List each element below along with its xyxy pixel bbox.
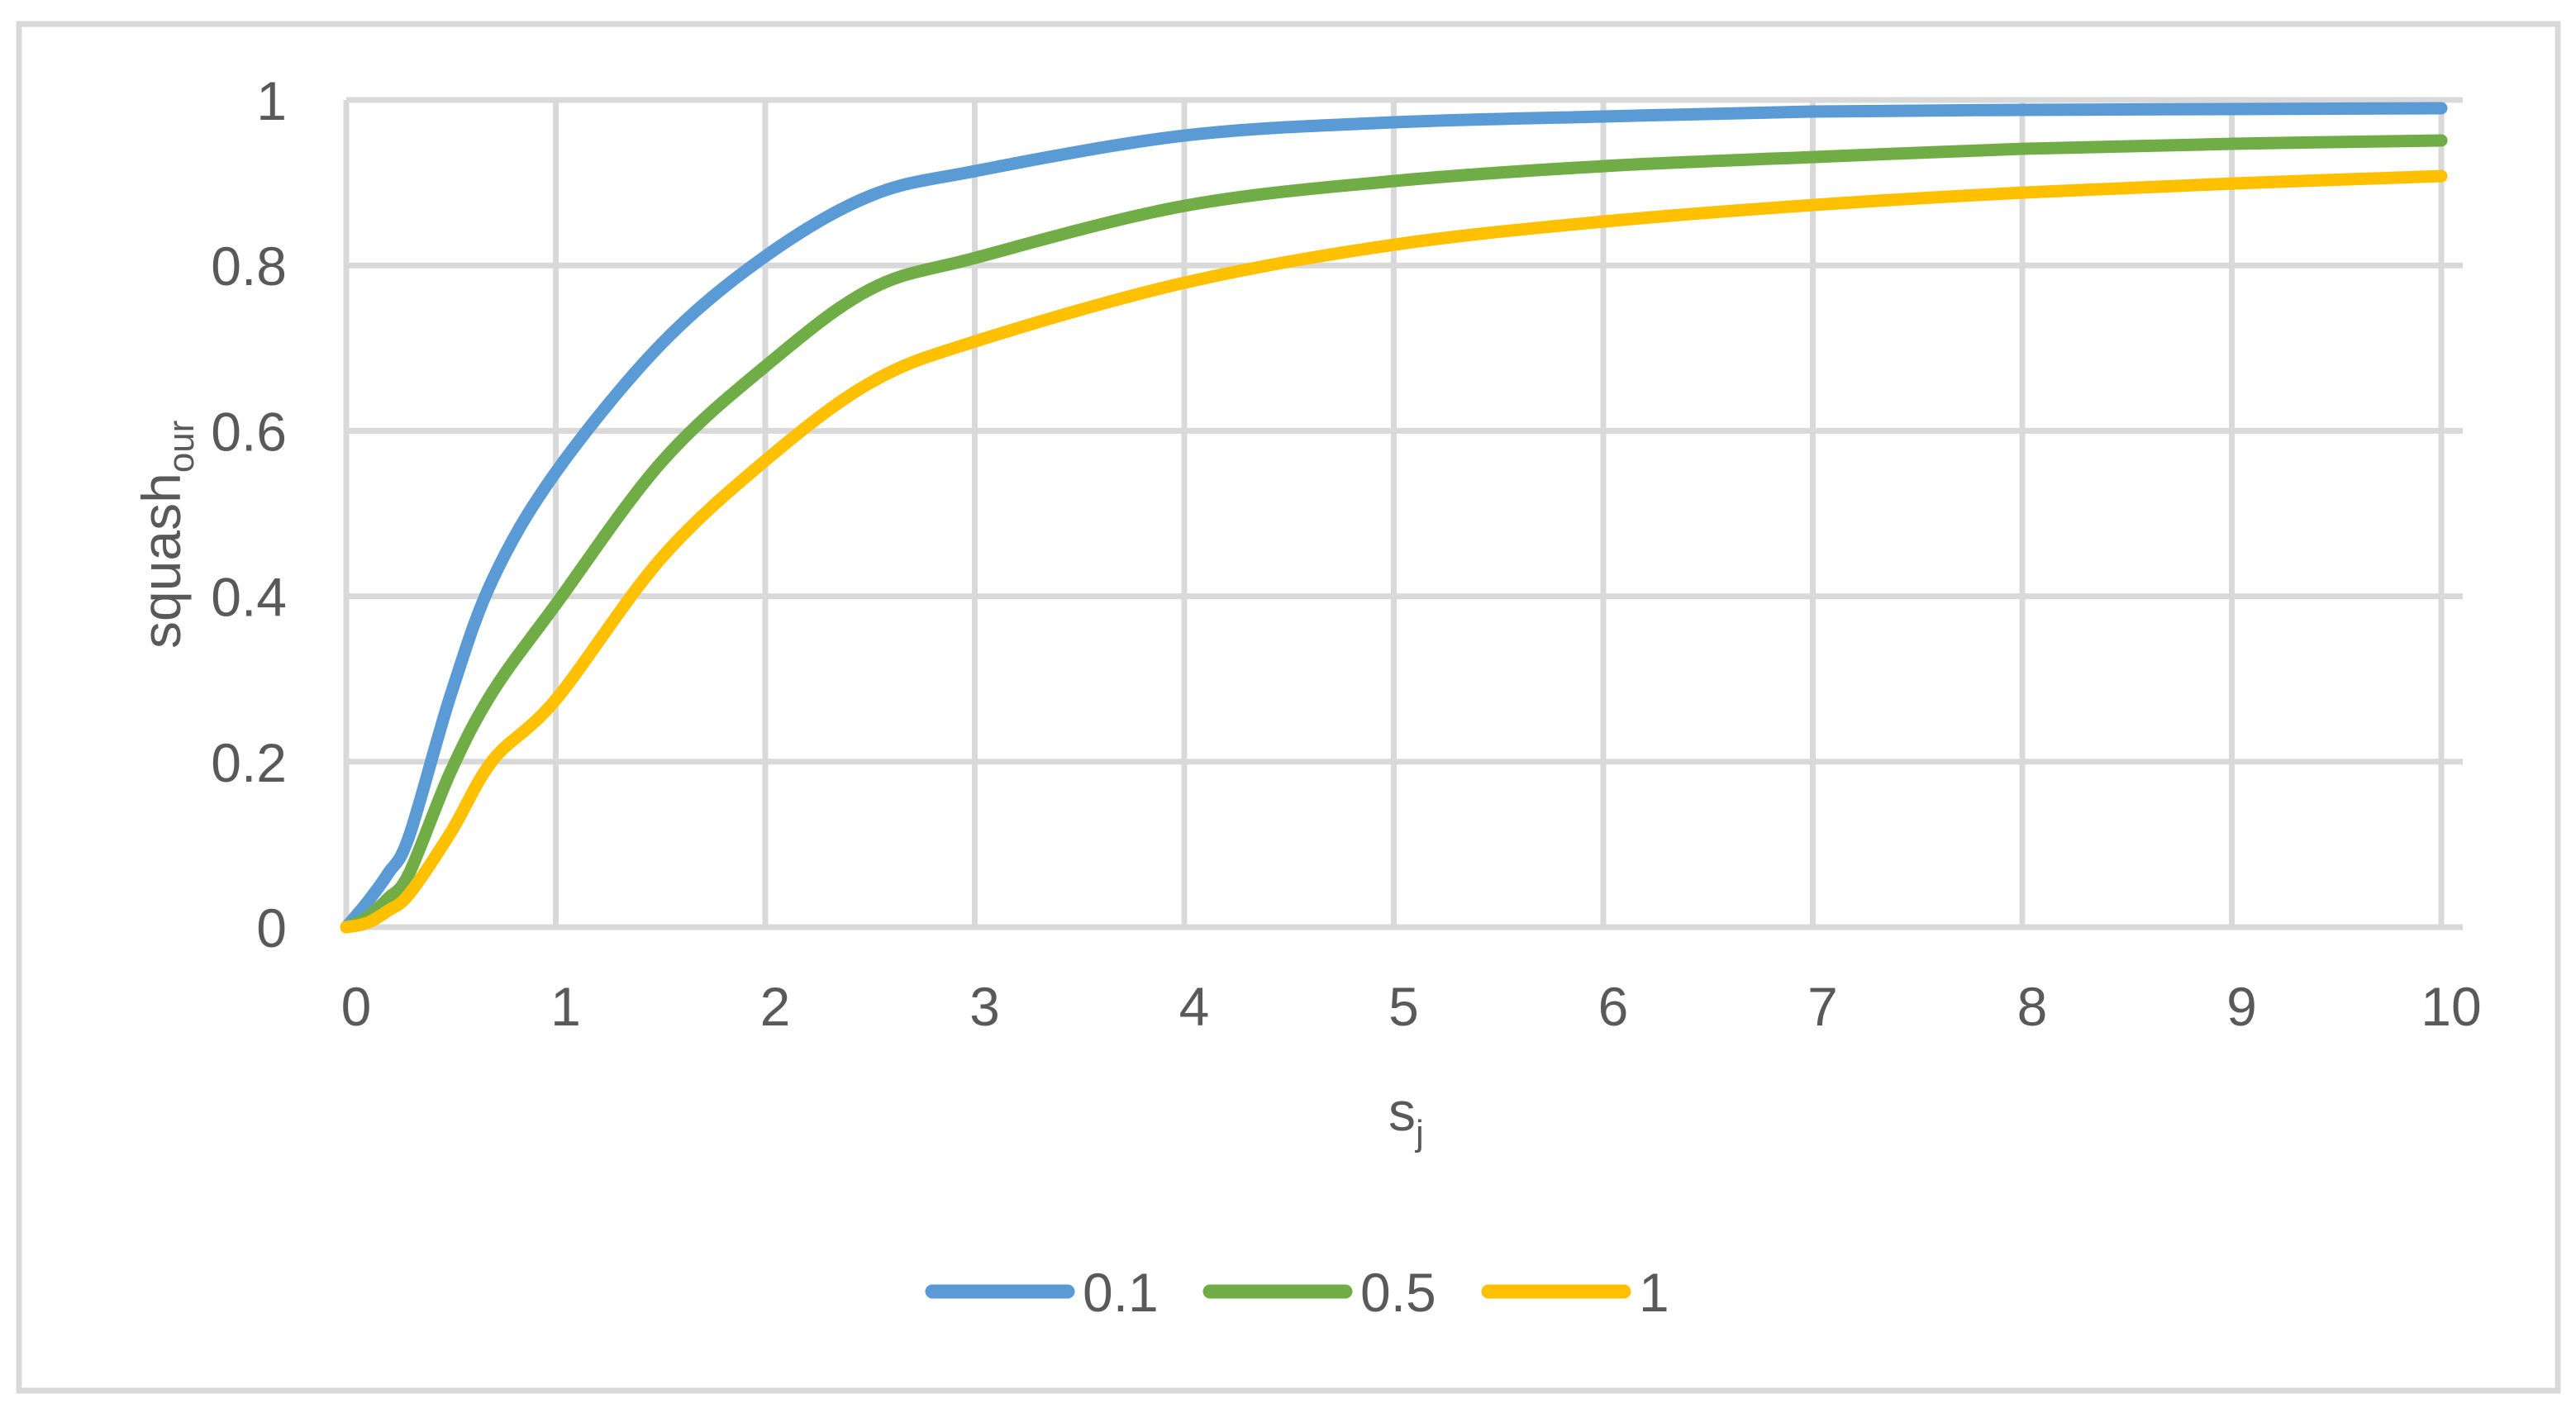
y-tick-label: 0 bbox=[256, 897, 287, 959]
y-tick-label: 0.6 bbox=[211, 401, 287, 462]
y-tick-label: 0.2 bbox=[211, 732, 287, 793]
x-axis-title-subscript: j bbox=[1414, 1113, 1424, 1154]
x-tick-label: 0 bbox=[341, 976, 372, 1037]
plot-series bbox=[340, 102, 2448, 934]
x-axis-title: sj bbox=[1388, 1081, 1424, 1154]
x-tick-label: 1 bbox=[550, 976, 581, 1037]
legend: 0.1 0.5 1 bbox=[925, 1262, 1669, 1323]
y-tick-label: 0.4 bbox=[211, 567, 287, 628]
y-axis-title-main: squash bbox=[131, 473, 192, 649]
series-line-0-5 bbox=[340, 134, 2448, 934]
x-tick-label: 9 bbox=[2226, 976, 2257, 1037]
legend-label: 0.5 bbox=[1360, 1262, 1436, 1323]
series-line-1 bbox=[340, 169, 2448, 934]
series-line-0-1 bbox=[340, 102, 2448, 934]
x-tick-label: 6 bbox=[1598, 976, 1629, 1037]
x-axis-title-main: s bbox=[1388, 1081, 1416, 1142]
x-tick-label: 10 bbox=[2421, 976, 2481, 1037]
y-axis-title: squashour bbox=[131, 421, 202, 649]
legend-label: 0.1 bbox=[1083, 1262, 1159, 1323]
x-tick-label: 7 bbox=[1807, 976, 1838, 1037]
x-tick-label: 8 bbox=[2017, 976, 2048, 1037]
y-axis-tick-labels: 0 0.2 0.4 0.6 0.8 1 bbox=[211, 70, 287, 959]
legend-item: 0.1 bbox=[925, 1262, 1159, 1323]
x-tick-label: 4 bbox=[1179, 976, 1210, 1037]
y-axis-title-subscript: our bbox=[161, 421, 202, 473]
x-axis-tick-labels: 0 1 2 3 4 5 6 7 8 9 10 bbox=[341, 976, 2482, 1037]
x-tick-label: 5 bbox=[1388, 976, 1419, 1037]
chart-border bbox=[16, 21, 2561, 1394]
y-tick-label: 0.8 bbox=[211, 236, 287, 297]
y-tick-label: 1 bbox=[256, 70, 287, 131]
x-tick-label: 2 bbox=[760, 976, 791, 1037]
x-tick-label: 3 bbox=[969, 976, 1000, 1037]
legend-item: 0.5 bbox=[1202, 1262, 1436, 1323]
gridlines bbox=[343, 97, 2463, 930]
legend-item: 1 bbox=[1481, 1262, 1669, 1323]
legend-label: 1 bbox=[1639, 1262, 1669, 1323]
